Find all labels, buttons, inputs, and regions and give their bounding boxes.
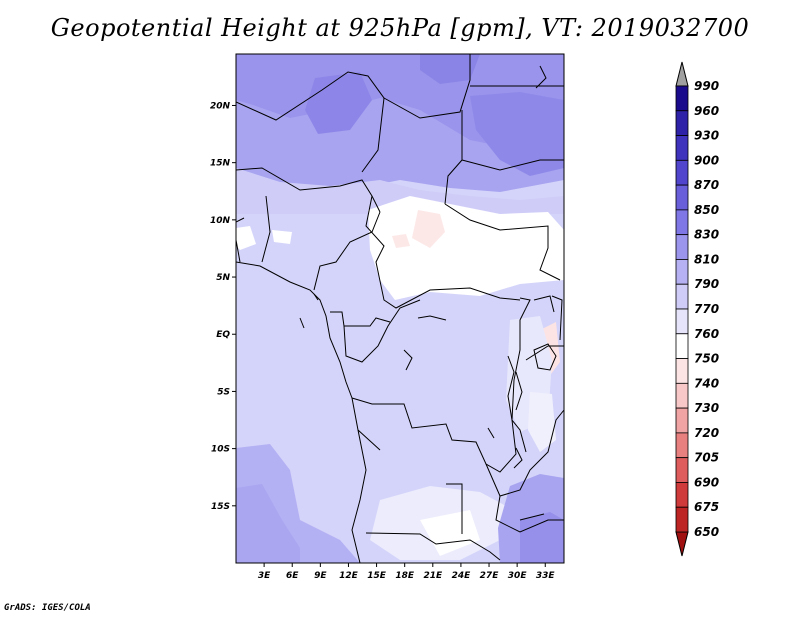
colorbar-level-label: 730 bbox=[694, 401, 719, 415]
colorbar-swatch bbox=[675, 259, 689, 285]
colorbar-level-label: 650 bbox=[694, 525, 719, 539]
colorbar-level-label: 760 bbox=[694, 327, 719, 341]
colorbar-level-label: 930 bbox=[694, 129, 719, 143]
lat-tick-label: 15S bbox=[211, 502, 230, 512]
lon-tick-label: 18E bbox=[395, 571, 415, 581]
lon-tick-label: 30E bbox=[508, 571, 528, 581]
lat-tick-label: 5N bbox=[216, 273, 230, 283]
lat-tick-label: EQ bbox=[216, 330, 230, 340]
colorbar-level-label: 705 bbox=[694, 451, 719, 465]
colorbar-level-label: 770 bbox=[694, 302, 719, 316]
colorbar-level-label: 675 bbox=[694, 500, 719, 514]
colorbar-swatch bbox=[675, 159, 689, 186]
colorbar-level-label: 690 bbox=[694, 475, 719, 489]
colorbar-swatch bbox=[675, 85, 689, 112]
lon-tick-label: 21E bbox=[423, 571, 443, 581]
longitude-axis: 3E 6E 9E 12E 15E 18E 21E 24E 27E 30E 33E bbox=[258, 563, 556, 581]
lon-tick-label: 33E bbox=[536, 571, 556, 581]
lon-tick-label: 24E bbox=[452, 571, 472, 581]
map-title: Geopotential Height at 925hPa [gpm], VT:… bbox=[50, 14, 750, 42]
colorbar-swatch bbox=[675, 358, 689, 384]
colorbar-swatch bbox=[675, 457, 689, 483]
lon-tick-label: 27E bbox=[480, 571, 500, 581]
map-frame bbox=[235, 53, 565, 564]
grads-credit: GrADS: IGES/COLA bbox=[4, 603, 91, 613]
colorbar-level-label: 750 bbox=[694, 352, 719, 366]
colorbar-swatch bbox=[675, 184, 689, 211]
lon-tick-label: 6E bbox=[286, 571, 299, 581]
latitude-axis: 20N 15N 10N 5N EQ 5S 10S 15S bbox=[210, 101, 236, 512]
colorbar-swatch bbox=[675, 110, 689, 136]
colorbar-swatch bbox=[675, 382, 689, 409]
lat-tick-label: 10N bbox=[210, 216, 231, 226]
lon-tick-label: 12E bbox=[339, 571, 359, 581]
colorbar-level-label: 790 bbox=[694, 277, 719, 291]
lat-tick-label: 20N bbox=[210, 101, 231, 111]
colorbar-level-label: 720 bbox=[694, 426, 719, 440]
colorbar-level-label: 960 bbox=[694, 104, 719, 118]
colorbar-swatch bbox=[675, 308, 689, 335]
colorbar-swatch bbox=[675, 283, 689, 310]
colorbar-level-label: 990 bbox=[694, 79, 719, 93]
colorbar-swatch bbox=[675, 234, 689, 260]
colorbar-bottom-arrow bbox=[675, 531, 689, 557]
colorbar-swatch bbox=[675, 135, 689, 161]
country-borders bbox=[236, 54, 564, 563]
colorbar-level-label: 900 bbox=[694, 153, 719, 167]
colorbar-swatch bbox=[675, 407, 689, 434]
colorbar-swatch bbox=[675, 209, 689, 236]
colorbar-swatch bbox=[675, 333, 689, 359]
colorbar-level-label: 810 bbox=[694, 252, 719, 266]
lon-tick-label: 3E bbox=[258, 571, 271, 581]
colorbar-swatch bbox=[675, 506, 689, 533]
lon-tick-label: 15E bbox=[367, 571, 387, 581]
colorbar-level-label: 830 bbox=[694, 228, 719, 242]
colorbar: 990 960 930 900 870 850 830 810 790 770 760 750 740 7… bbox=[675, 61, 719, 557]
colorbar-top-arrow bbox=[675, 61, 689, 87]
colorbar-swatch bbox=[675, 432, 689, 459]
colorbar-level-label: 740 bbox=[694, 376, 719, 390]
lat-tick-label: 15N bbox=[210, 159, 231, 169]
lat-tick-label: 10S bbox=[211, 445, 230, 455]
lat-tick-label: 5S bbox=[217, 387, 230, 397]
colorbar-level-label: 870 bbox=[694, 178, 719, 192]
colorbar-swatch bbox=[675, 482, 689, 508]
lon-tick-label: 9E bbox=[314, 571, 327, 581]
colorbar-level-label: 850 bbox=[694, 203, 719, 217]
